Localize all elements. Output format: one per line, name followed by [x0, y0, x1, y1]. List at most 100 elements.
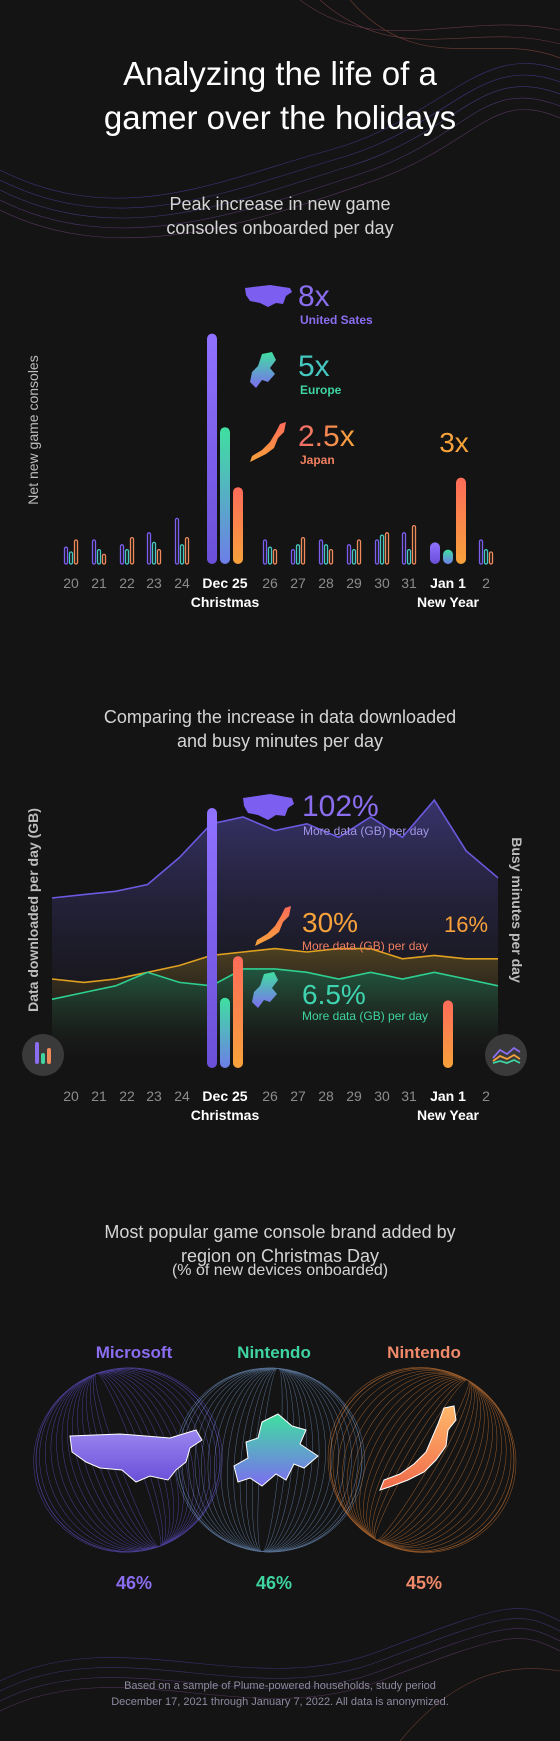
- x-tick-2: 2: [482, 575, 490, 591]
- bar-20-united-sates: [63, 546, 69, 565]
- annotation2-japan-label: More data (GB) per day: [302, 939, 428, 953]
- line-europe: [51, 968, 499, 1001]
- annotation-japan: 2.5x Japan: [250, 420, 355, 467]
- x2-tick-23: 23: [146, 1088, 162, 1104]
- footer-note: Based on a sample of Plume-powered house…: [0, 1678, 560, 1710]
- bar-20-europe: [68, 551, 74, 565]
- chart2-area-chart: Data downloaded per day (GB) Busy minute…: [22, 790, 527, 1120]
- chart2-title-line2: and busy minutes per day: [176, 731, 384, 751]
- x-tick-24: 24: [174, 575, 190, 591]
- bar-24-japan: [184, 536, 190, 565]
- chart3-subtitle: (% of new devices onboarded): [171, 1262, 389, 1279]
- bar-29-japan: [356, 539, 362, 565]
- x-tick-26: 26: [262, 575, 278, 591]
- bar2-dec-25-japan: [233, 956, 243, 1068]
- bar-dec-25-europe: [220, 427, 230, 564]
- annotation-japan-label: Japan: [300, 453, 335, 467]
- x2-note-jan-1: New Year: [417, 1107, 480, 1120]
- bar-31-japan: [411, 524, 417, 565]
- annotation2-japan-value: 30%: [302, 907, 358, 938]
- usa-map-icon: [69, 1429, 203, 1483]
- annotation2-usa-label: More data (GB) per day: [303, 824, 429, 838]
- x2-tick-28: 28: [318, 1088, 334, 1104]
- x-tick-21: 21: [91, 575, 107, 591]
- bar-26-japan: [272, 548, 278, 565]
- footer-line1: Based on a sample of Plume-powered house…: [124, 1680, 436, 1692]
- annotation2-newyear-value: 16%: [444, 912, 488, 937]
- x-tick-jan-1: Jan 1: [430, 575, 466, 591]
- bar-27-europe: [295, 544, 301, 565]
- annotation2-usa-value: 102%: [302, 790, 379, 823]
- chart3-title: Most popular game console brand added by…: [0, 1220, 560, 1268]
- bar2-dec-25-united-sates: [207, 808, 217, 1068]
- x2-tick-dec-25: Dec 25: [202, 1088, 247, 1104]
- percent-microsoft: 46%: [116, 1573, 152, 1590]
- bar-21-united-sates: [91, 539, 97, 565]
- annotation2-japan: 30% More data (GB) per day: [255, 906, 428, 953]
- annotation2-europe-label: More data (GB) per day: [302, 1009, 428, 1023]
- x-tick-28: 28: [318, 575, 334, 591]
- area-europe: [52, 968, 498, 1060]
- bar-26-united-sates: [262, 539, 268, 565]
- x2-tick-29: 29: [346, 1088, 362, 1104]
- chart1-bars: [63, 333, 494, 565]
- bar-28-japan: [328, 548, 334, 565]
- usa-map-icon: [243, 794, 294, 820]
- chart1-bar-chart: Net new game consoles 20 21 22 23 24 Dec 25 Ch…: [25, 280, 494, 610]
- bar-20-japan: [73, 539, 79, 565]
- page-title: Analyzing the life of a gamer over the h…: [0, 52, 560, 140]
- bar-31-united-sates: [401, 532, 407, 565]
- bar-30-europe: [379, 534, 385, 565]
- globe-2: [327, 1367, 517, 1553]
- line-usa: [51, 798, 499, 899]
- chart1-title: Peak increase in new game consoles onboa…: [0, 192, 560, 240]
- x-tick-27: 27: [290, 575, 306, 591]
- annotation2-usa: 102% More data (GB) per day: [243, 790, 429, 838]
- bar-24-europe: [179, 544, 185, 565]
- bar-2-europe: [483, 548, 489, 565]
- x2-note-dec-25: Christmas: [191, 1107, 260, 1120]
- bar-2-japan: [488, 551, 494, 565]
- x-note-dec-25: Christmas: [191, 594, 260, 610]
- page-title-line2: gamer over the holidays: [103, 99, 457, 136]
- bar2-jan-1-japan: [443, 1000, 453, 1068]
- bar-23-europe: [151, 541, 157, 565]
- x2-tick-24: 24: [174, 1088, 190, 1104]
- bar-27-united-sates: [290, 548, 296, 565]
- usa-map-icon: [245, 285, 292, 307]
- percent-nintendo-japan: 45%: [406, 1573, 442, 1590]
- chart1-title-line2: consoles onboarded per day: [166, 218, 394, 238]
- x-tick-30: 30: [374, 575, 390, 591]
- bar-24-united-sates: [174, 517, 180, 565]
- europe-map-icon: [233, 1413, 319, 1487]
- legend-bar-icon: [22, 1034, 64, 1076]
- bar-jan-1-japan: [456, 477, 466, 564]
- chart3-brand-globes: Microsoft Nintendo Nintendo 46% 46% 45%: [33, 1343, 517, 1590]
- annotation-europe-label: Europe: [300, 383, 342, 397]
- page-title-line1: Analyzing the life of a: [123, 55, 437, 92]
- x-tick-29: 29: [346, 575, 362, 591]
- annotation2-europe: 6.5% More data (GB) per day: [252, 972, 428, 1023]
- chart3-title-line2: region on Christmas Day: [180, 1246, 380, 1266]
- brand-label-nintendo-japan: Nintendo: [387, 1343, 461, 1362]
- bar-28-europe: [323, 544, 329, 565]
- annotation-usa-value: 8x: [298, 280, 330, 313]
- x2-tick-21: 21: [91, 1088, 107, 1104]
- x2-tick-20: 20: [63, 1088, 79, 1104]
- bar-30-united-sates: [374, 539, 380, 565]
- brand-label-microsoft: Microsoft: [96, 1343, 173, 1362]
- bar-2-united-sates: [478, 539, 484, 565]
- background-wave-top: [0, 0, 560, 239]
- legend-line-icon: [485, 1034, 527, 1076]
- x-tick-31: 31: [401, 575, 417, 591]
- bar-22-europe: [124, 548, 130, 565]
- bar-23-united-sates: [146, 532, 152, 565]
- chart3-title-line1: Most popular game console brand added by: [104, 1222, 456, 1242]
- bar-29-europe: [351, 548, 357, 565]
- bar-28-united-sates: [318, 539, 324, 565]
- bar-21-japan: [101, 553, 107, 565]
- footer-line2: December 17, 2021 through January 7, 202…: [111, 1696, 449, 1708]
- bar-dec-25-united-sates: [207, 333, 217, 564]
- x-tick-23: 23: [146, 575, 162, 591]
